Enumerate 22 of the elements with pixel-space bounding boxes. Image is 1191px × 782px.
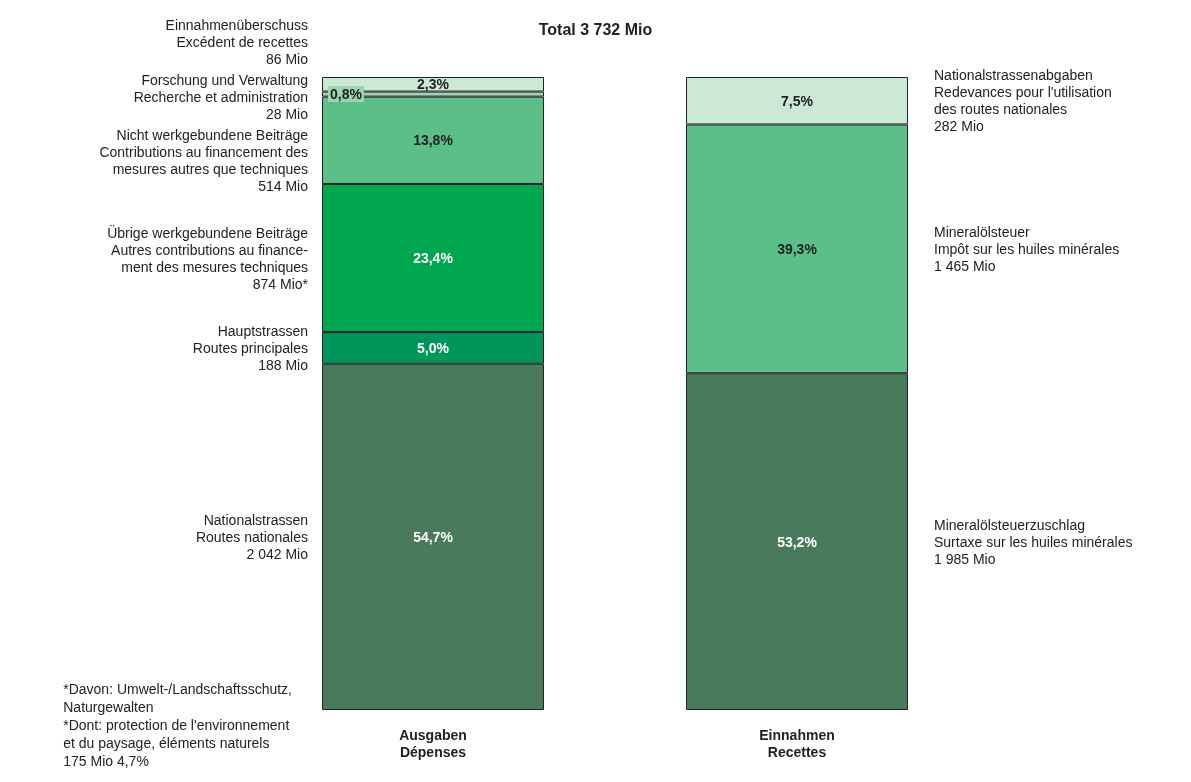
series-label: Übrige werkgebundene Beiträge Autres contributions au finance- ment des mesures techniques 874 Mio*: [107, 223, 309, 292]
series-label: Hauptstrassen Routes principales 188 Mio: [192, 322, 309, 373]
data-label: 54,7%: [413, 528, 454, 545]
series-label: Einnahmenüberschuss Excédent de recettes 86 Mio: [165, 16, 309, 67]
data-label: 5,0%: [417, 339, 450, 356]
x-tick-label: Einnahmen Recettes: [759, 726, 835, 760]
series-label: Nicht werkgebundene Beiträge Contributions au financement des mesures autres que techniques 514 Mio: [99, 126, 309, 194]
series-label: Mineralölsteuerzuschlag Surtaxe sur les huiles minérales 1 985 Mio: [934, 516, 1133, 567]
series-label: Nationalstrassen Routes nationales 2 042 Mio: [195, 511, 309, 562]
data-label: 53,2%: [777, 533, 818, 550]
x-tick-label: Ausgaben Dépenses: [399, 726, 467, 760]
data-label: 7,5%: [781, 92, 814, 109]
data-label: 13,8%: [413, 132, 454, 149]
chart-title: Total 3 732 Mio: [538, 20, 653, 38]
legend-label: Forschung und Verwaltung Recherche et administration 28 Mio: [133, 71, 309, 122]
data-label: 2,3%: [417, 76, 450, 93]
series-label: Nationalstrassenabgaben Redevances pour l'utilisation des routes nationales 282 Mio: [934, 67, 1112, 135]
series-label: Mineralölsteuer Impôt sur les huiles minérales 1 465 Mio: [934, 223, 1120, 274]
annotation: *Davon: Umwelt-/Landschaftsschutz, Naturgewalten *Dont: protection de l'environnement et du paysage, éléments naturels 175 Mio 4,7%: [63, 681, 292, 769]
data-label: 39,3%: [777, 240, 818, 257]
data-label: 0,8%: [330, 86, 363, 103]
data-label: 23,4%: [413, 250, 454, 267]
